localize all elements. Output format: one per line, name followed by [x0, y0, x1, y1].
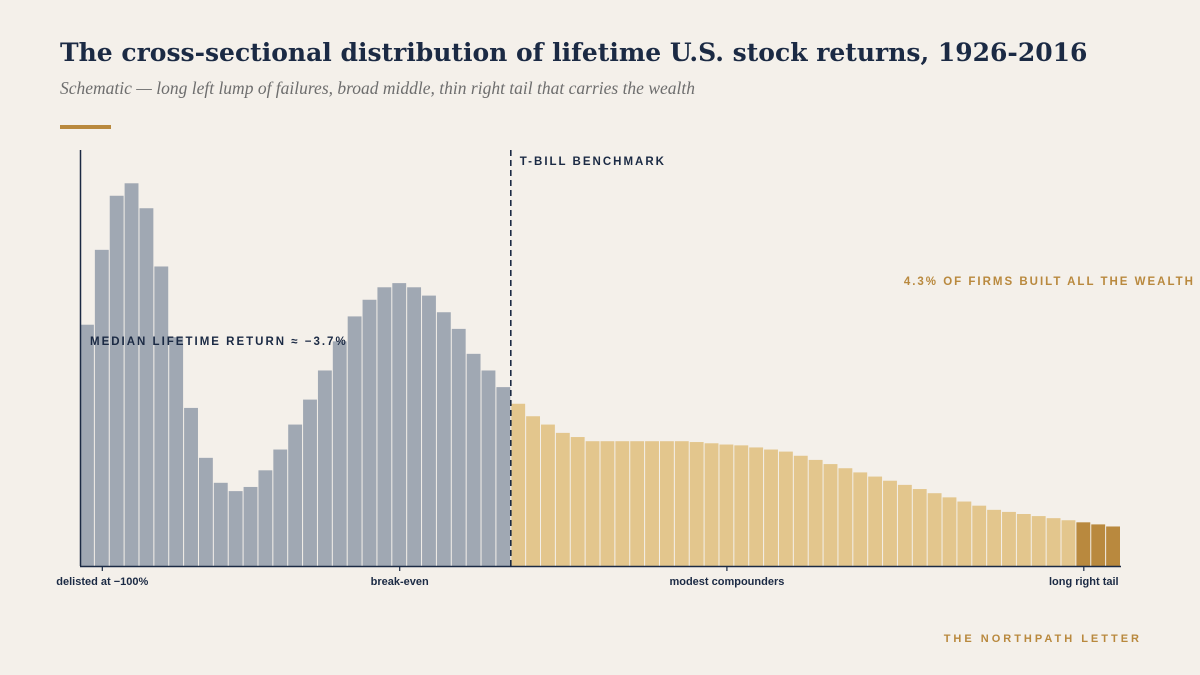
histogram-bar: [645, 441, 659, 566]
histogram-bar: [570, 437, 585, 566]
histogram-bar: [927, 493, 942, 566]
histogram-bar: [1091, 524, 1106, 566]
histogram-bar: [407, 287, 422, 566]
histogram-bar: [838, 468, 853, 566]
histogram-bar: [139, 208, 154, 567]
histogram-bar: [659, 441, 674, 566]
histogram-bar: [362, 299, 377, 566]
histogram-bar: [555, 432, 570, 566]
tail-label: 4.3% OF FIRMS BUILT ALL THE WEALTH: [904, 276, 1195, 288]
histogram-bar: [422, 295, 436, 566]
histogram-bar: [273, 449, 288, 566]
histogram-bar: [957, 501, 972, 566]
histogram-bar: [793, 455, 808, 566]
histogram-bar: [734, 445, 749, 566]
histogram-bar: [823, 464, 838, 566]
histogram-bar: [347, 316, 362, 566]
median-label: MEDIAN LIFETIME RETURN ≈ −3.7%: [90, 336, 348, 348]
histogram-bar: [332, 341, 347, 566]
histogram-bar: [1031, 516, 1046, 566]
histogram-bar: [154, 266, 169, 566]
chart-subtitle: Schematic — long left lump of failures, …: [60, 78, 695, 98]
histogram-bar: [541, 424, 555, 566]
histogram-bar: [987, 509, 1002, 566]
histogram-bar: [1002, 511, 1016, 566]
histogram-bar: [198, 457, 213, 566]
histogram-bar: [585, 441, 600, 566]
histogram-bar: [1076, 522, 1091, 566]
histogram-bar: [630, 441, 645, 566]
histogram-bar: [868, 476, 883, 566]
x-axis-ticks: delisted at −100% break-even modest compou…: [56, 566, 1119, 588]
histogram-bar: [317, 370, 332, 566]
histogram-bar: [897, 484, 912, 566]
histogram-bar: [972, 505, 987, 566]
histogram-bar: [689, 442, 704, 566]
histogram-bar: [228, 491, 243, 566]
histogram-bar: [184, 407, 198, 566]
x-axis-tick-label: delisted at −100%: [56, 576, 148, 588]
histogram-bar: [1061, 520, 1076, 566]
footer-brand: THE NORTHPATH LETTER: [943, 633, 1142, 645]
histogram-bar: [719, 444, 734, 566]
accent-rule: [60, 125, 111, 129]
histogram-bar: [243, 486, 258, 566]
chart-title: The cross-sectional distribution of life…: [60, 38, 1088, 67]
histogram-bar: [109, 195, 124, 566]
histogram-bar: [942, 497, 957, 566]
histogram-bar: [615, 441, 630, 566]
histogram-bar: [1046, 518, 1061, 566]
histogram-bar: [511, 403, 526, 566]
histogram-bar: [377, 287, 392, 566]
histogram-bar: [853, 472, 868, 566]
histogram-bar: [436, 312, 451, 566]
histogram-bar: [258, 470, 273, 566]
histogram-bar: [764, 449, 778, 566]
histogram-bar: [481, 370, 496, 566]
histogram-bar: [392, 283, 407, 566]
histogram-bar: [1016, 514, 1031, 566]
histogram-bar: [674, 441, 689, 566]
histogram-bar: [600, 441, 615, 566]
histogram-bar: [704, 443, 719, 566]
histogram-bar: [124, 183, 139, 566]
histogram-bar: [169, 337, 184, 566]
histogram-bar: [883, 480, 897, 566]
histogram-bar: [912, 489, 927, 566]
x-axis-tick-label: long right tail: [1049, 576, 1119, 588]
histogram-bar: [808, 459, 823, 566]
histogram-bar: [526, 416, 541, 566]
histogram-bar: [213, 482, 228, 566]
x-axis-tick-label: modest compounders: [669, 576, 784, 588]
bars-group: [80, 183, 1120, 567]
histogram-bar: [778, 451, 793, 566]
histogram-bar: [288, 424, 303, 566]
histogram-bar: [466, 353, 481, 566]
histogram-bar: [1106, 526, 1120, 566]
benchmark-label: T-BILL BENCHMARK: [520, 156, 666, 168]
x-axis-tick-label: break-even: [371, 576, 429, 588]
histogram-bar: [80, 324, 94, 566]
histogram-bar: [496, 387, 511, 566]
histogram-bar: [451, 328, 466, 566]
histogram-bar: [94, 249, 109, 566]
histogram-bar: [749, 447, 764, 566]
histogram-bar: [303, 399, 317, 566]
